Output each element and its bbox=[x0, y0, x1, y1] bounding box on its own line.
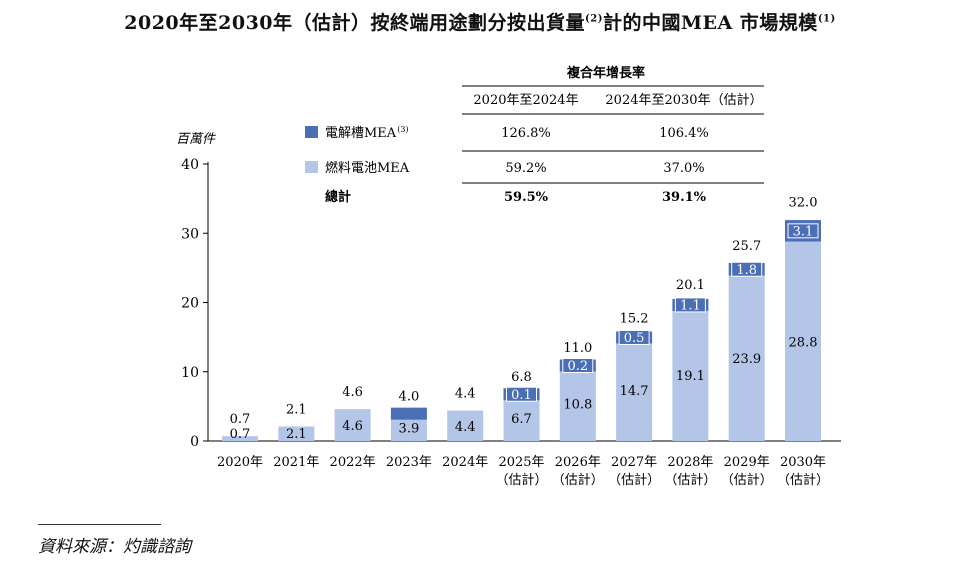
fuel-cell-value-label: 28.8 bbox=[789, 335, 818, 350]
legend-swatch bbox=[305, 161, 318, 173]
growth-col-header: 2020年至2024年 bbox=[473, 93, 578, 108]
total-value-label: 6.8 bbox=[511, 370, 532, 385]
electrolyzer-label-box bbox=[674, 297, 706, 313]
bar-fuel-cell bbox=[278, 426, 315, 441]
total-value-label: 20.1 bbox=[676, 278, 705, 293]
y-tick-label: 0 bbox=[190, 434, 199, 450]
page-title: 2020年至2030年（估計）按終端用途劃分按出貨量(2)計的中國MEA 市場規… bbox=[0, 8, 960, 35]
total-value-label: 32.0 bbox=[789, 195, 818, 210]
y-axis-unit-label: 百萬件 bbox=[176, 132, 216, 147]
electrolyzer-label-box bbox=[787, 223, 819, 239]
fuel-cell-value-label: 19.1 bbox=[676, 369, 705, 384]
electrolyzer-label-box bbox=[618, 329, 650, 345]
growth-value: 59.5% bbox=[504, 190, 549, 205]
x-category-sublabel: （估計） bbox=[664, 472, 716, 488]
x-category-label: 2025年 bbox=[498, 455, 544, 470]
y-tick-label: 40 bbox=[181, 157, 199, 173]
fuel-cell-value-label: 4.4 bbox=[455, 420, 476, 435]
growth-col-header: 2024年至2030年（估計） bbox=[605, 92, 762, 108]
growth-value: 59.2% bbox=[505, 161, 546, 176]
electrolyzer-value-label: 0.1 bbox=[511, 388, 532, 403]
x-category-sublabel: （估計） bbox=[721, 472, 773, 488]
total-value-label: 11.0 bbox=[563, 341, 592, 356]
x-category-label: 2028年 bbox=[667, 455, 713, 470]
total-value-label: 4.6 bbox=[342, 385, 363, 400]
fuel-cell-value-label: 3.9 bbox=[399, 421, 420, 436]
title-note-1: (1) bbox=[817, 13, 836, 25]
electrolyzer-value-label: 1.8 bbox=[736, 263, 757, 278]
fuel-cell-value-label: 23.9 bbox=[732, 352, 761, 367]
bar-fuel-cell bbox=[334, 409, 371, 441]
electrolyzer-label-box bbox=[506, 386, 537, 402]
total-value-label: 25.7 bbox=[732, 239, 761, 254]
growth-value: 126.8% bbox=[501, 126, 551, 141]
legend-label: 總計 bbox=[325, 189, 351, 205]
market-size-chart: 百萬件 0 10 20 30 40 0.70.7 2020年 2.1 2.1 2021年 4.6 4.6… bbox=[176, 65, 841, 488]
total-value-label: 4.0 bbox=[399, 389, 420, 404]
electrolyzer-value-label: 1.1 bbox=[680, 298, 701, 313]
fuel-cell-value-label: 14.7 bbox=[620, 384, 649, 399]
electrolyzer-label-box bbox=[731, 261, 763, 277]
y-tick-label: 30 bbox=[181, 226, 199, 242]
x-category-sublabel: （估計） bbox=[552, 472, 604, 488]
x-category-label: 2027年 bbox=[611, 455, 657, 470]
total-value-label: 0.7 bbox=[230, 412, 251, 427]
x-category-label: 2030年 bbox=[780, 455, 826, 470]
growth-value: 106.4% bbox=[659, 126, 709, 141]
fuel-cell-value-label: 2.1 bbox=[286, 427, 307, 442]
title-note-2: (2) bbox=[585, 13, 603, 25]
total-value-label: 2.1 bbox=[286, 402, 307, 417]
x-category-sublabel: （估計） bbox=[608, 472, 660, 488]
legend-note: (3) bbox=[397, 125, 408, 134]
fuel-cell-value-label: 10.8 bbox=[563, 398, 592, 413]
legend-swatch bbox=[305, 126, 318, 138]
bar-fuel-cell bbox=[785, 241, 821, 441]
electrolyzer-value-label: 0.2 bbox=[567, 359, 588, 374]
source-note: 資料來源：灼識諮詢 bbox=[38, 537, 191, 557]
y-tick-label: 20 bbox=[181, 296, 199, 312]
legend-label: 電解槽MEA bbox=[325, 126, 397, 141]
total-value-label: 15.2 bbox=[620, 312, 649, 327]
bar-fuel-cell bbox=[447, 410, 484, 441]
bar-fuel-cell bbox=[559, 366, 596, 441]
source-divider bbox=[38, 524, 161, 525]
bar-electrolyzer bbox=[390, 407, 427, 420]
x-category-label: 2022年 bbox=[330, 455, 376, 470]
title-main: 2020年至2030年（估計）按終端用途劃分按出貨量 bbox=[124, 12, 586, 34]
total-value-label: 4.4 bbox=[455, 387, 476, 402]
x-category-label: 2029年 bbox=[724, 455, 770, 470]
x-category-label: 2026年 bbox=[555, 455, 601, 470]
growth-value: 39.1% bbox=[662, 190, 707, 205]
fuel-cell-value-label: 4.6 bbox=[342, 419, 363, 434]
electrolyzer-value-label: 0.5 bbox=[624, 331, 645, 346]
title-mid: 計的中國MEA 市場規模 bbox=[602, 12, 818, 34]
growth-value: 37.0% bbox=[663, 161, 704, 176]
fuel-cell-value-label: 6.7 bbox=[511, 412, 532, 427]
y-tick-label: 10 bbox=[181, 365, 199, 381]
electrolyzer-value-label: 3.1 bbox=[793, 224, 814, 239]
electrolyzer-label-box bbox=[562, 358, 594, 374]
x-category-label: 2023年 bbox=[386, 455, 432, 470]
growth-table-header: 複合年增長率 bbox=[566, 65, 645, 81]
fuel-cell-value-label: 0.7 bbox=[230, 427, 251, 442]
x-category-label: 2020年 bbox=[217, 455, 263, 470]
x-category-sublabel: （估計） bbox=[777, 472, 829, 488]
bar-fuel-cell bbox=[672, 308, 709, 441]
bar-fuel-cell bbox=[728, 275, 765, 441]
legend-label: 燃料電池MEA bbox=[325, 160, 410, 176]
x-category-sublabel: （估計） bbox=[495, 472, 547, 488]
x-category-label: 2021年 bbox=[273, 455, 319, 470]
x-category-label: 2024年 bbox=[442, 455, 488, 470]
bar-fuel-cell bbox=[222, 436, 258, 441]
bar-fuel-cell bbox=[616, 339, 653, 441]
bar-fuel-cell bbox=[503, 394, 540, 441]
